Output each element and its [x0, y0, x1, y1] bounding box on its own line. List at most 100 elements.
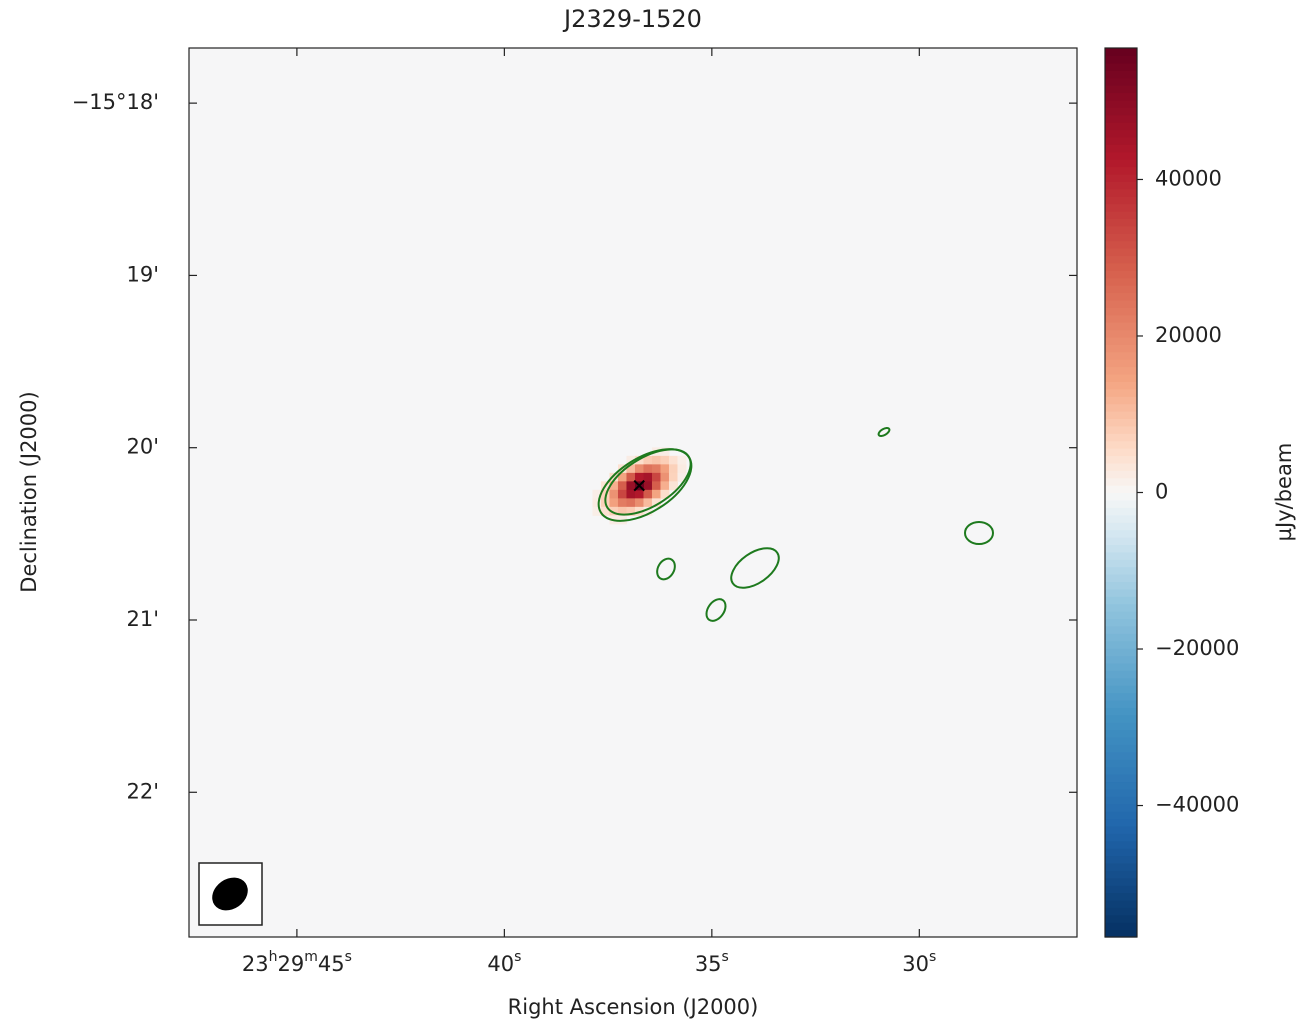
- colorbar-segment: [1105, 699, 1137, 708]
- beam: [212, 877, 248, 911]
- image-pixel: [677, 472, 687, 482]
- colorbar-segment: [1105, 677, 1137, 686]
- colorbar-segment: [1105, 425, 1137, 434]
- image-pixel: [626, 481, 636, 491]
- image-pixel: [626, 489, 636, 499]
- image-pixel: [677, 464, 687, 474]
- colorbar-segment: [1105, 685, 1137, 694]
- image-pixel: [643, 464, 653, 474]
- colorbar-segment: [1105, 470, 1137, 479]
- colorbar-segment: [1105, 329, 1137, 338]
- colorbar-segment: [1105, 514, 1137, 523]
- image-pixel: [626, 464, 636, 474]
- colorbar-segment: [1105, 99, 1137, 108]
- colorbar-segment: [1105, 388, 1137, 397]
- colorbar-segment: [1105, 314, 1137, 323]
- y-tick-label: 19': [127, 262, 160, 286]
- colorbar-segment: [1105, 255, 1137, 264]
- x-tick-label: 35s: [695, 949, 729, 976]
- image-pixel: [643, 489, 653, 499]
- image-pixel: [609, 498, 619, 508]
- y-tick-label: 20': [127, 435, 160, 459]
- colorbar-segment: [1105, 885, 1137, 894]
- contour: [604, 448, 692, 516]
- colorbar-segment: [1105, 648, 1137, 657]
- image-pixel: [592, 498, 602, 508]
- colorbar-segment: [1105, 922, 1137, 931]
- image-pixel: [592, 506, 602, 516]
- image-pixel: [643, 481, 653, 491]
- image-pixel: [660, 472, 670, 482]
- colorbar-segment: [1105, 151, 1137, 160]
- colorbar-segment: [1105, 48, 1137, 57]
- y-tick-label: 22': [127, 779, 160, 803]
- colorbar-segment: [1105, 381, 1137, 390]
- image-pixel: [643, 506, 653, 516]
- colorbar-segment: [1105, 759, 1137, 768]
- colorbar-segment: [1105, 114, 1137, 123]
- contours: [597, 427, 994, 622]
- colorbar-segment: [1105, 299, 1137, 308]
- colorbar-segment: [1105, 551, 1137, 560]
- image-pixel: [643, 498, 653, 508]
- colorbar-segment: [1105, 588, 1137, 597]
- image-pixel: [643, 455, 653, 465]
- x-tick-label: 30s: [902, 949, 936, 976]
- axes-frame: [188, 47, 1078, 938]
- colorbar-segment: [1105, 840, 1137, 849]
- image-pixel: [668, 481, 678, 491]
- colorbar-segment: [1105, 796, 1137, 805]
- colorbar-segment: [1105, 292, 1137, 301]
- image-pixel: [643, 472, 653, 482]
- colorbar-segment: [1105, 188, 1137, 197]
- colorbar-segment: [1105, 736, 1137, 745]
- image-pixel: [609, 481, 619, 491]
- colorbar-segment: [1105, 803, 1137, 812]
- colorbar-segment: [1105, 603, 1137, 612]
- colorbar-segment: [1105, 411, 1137, 420]
- colorbar-segment: [1105, 203, 1137, 212]
- image-pixel: [651, 455, 661, 465]
- image-pixel: [617, 489, 627, 499]
- colorbar-segment: [1105, 811, 1137, 820]
- colorbar-segment: [1105, 262, 1137, 271]
- colorbar-segment: [1105, 455, 1137, 464]
- contour: [877, 427, 891, 437]
- y-tick-label: −15°18': [72, 90, 159, 114]
- colorbar-segment: [1105, 240, 1137, 249]
- colorbar-segment: [1105, 774, 1137, 783]
- colorbar-segment: [1105, 848, 1137, 857]
- colorbar-segment: [1105, 166, 1137, 175]
- image-pixel: [600, 506, 610, 516]
- colorbar-segment: [1105, 929, 1137, 938]
- beam-box: [198, 862, 263, 926]
- image-pixel: [626, 498, 636, 508]
- colorbar-segment: [1105, 833, 1137, 842]
- y-axis-label: Declination (J2000): [17, 391, 41, 592]
- image-pixel: [617, 498, 627, 508]
- colorbar-segment: [1105, 433, 1137, 442]
- colorbar-segment: [1105, 181, 1137, 190]
- colorbar-tick-label: 0: [1155, 480, 1168, 504]
- colorbar-segment: [1105, 892, 1137, 901]
- chart-title: J2329-1520: [562, 5, 702, 33]
- image-pixel: [617, 472, 627, 482]
- contour: [964, 521, 994, 545]
- colorbar-segment: [1105, 396, 1137, 405]
- colorbar-segment: [1105, 722, 1137, 731]
- colorbar-tick-label: 20000: [1155, 323, 1222, 347]
- colorbar-segment: [1105, 492, 1137, 501]
- colorbar-segment: [1105, 70, 1137, 79]
- x-tick-label: 23h29m45s: [242, 949, 352, 976]
- colorbar-segment: [1105, 173, 1137, 182]
- colorbar-segment: [1105, 522, 1137, 531]
- colorbar-segment: [1105, 662, 1137, 671]
- colorbar-segment: [1105, 611, 1137, 620]
- colorbar-segment: [1105, 485, 1137, 494]
- colorbar-segment: [1105, 210, 1137, 219]
- colorbar-segment: [1105, 270, 1137, 279]
- colorbar-segment: [1105, 336, 1137, 345]
- colorbar-segment: [1105, 573, 1137, 582]
- image-pixel: [651, 498, 661, 508]
- y-tick-label: 21': [127, 607, 160, 631]
